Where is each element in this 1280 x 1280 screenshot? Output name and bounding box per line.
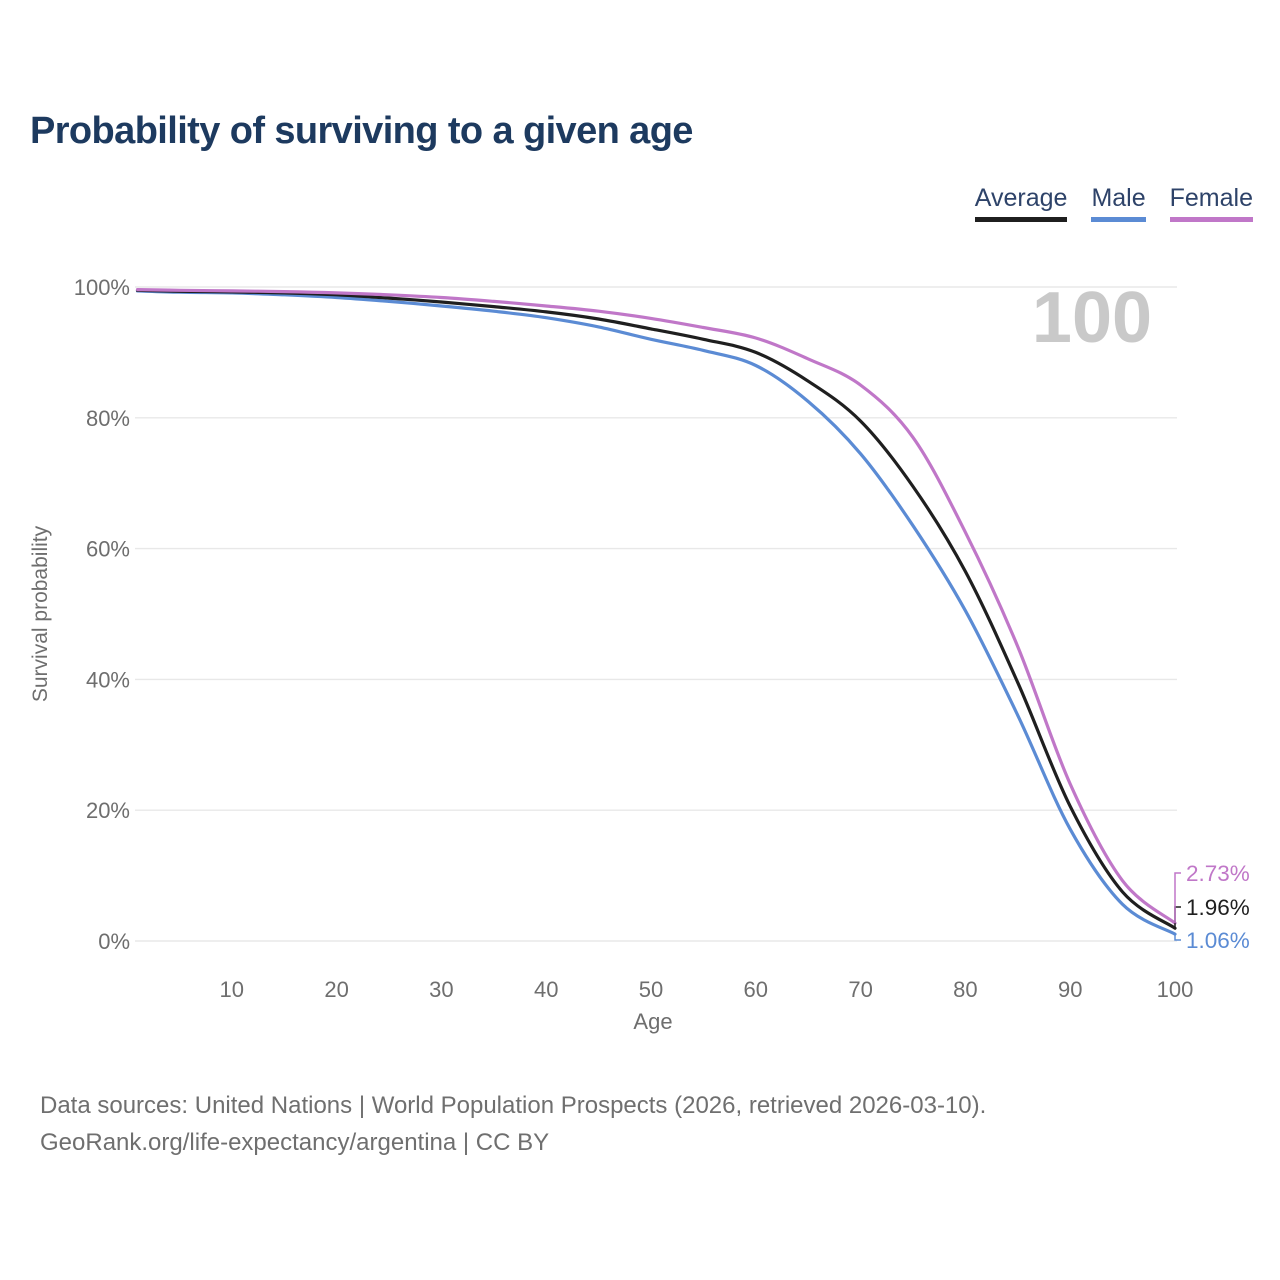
legend-underline-male <box>1091 217 1146 222</box>
x-axis-tick-label-90: 90 <box>1058 977 1082 1002</box>
series-line-male[interactable] <box>135 289 1177 936</box>
x-axis-title: Age <box>633 1009 672 1034</box>
x-axis-tick-label-20: 20 <box>324 977 348 1002</box>
x-axis-tick-label-70: 70 <box>848 977 872 1002</box>
y-axis-title: Survival probability <box>29 525 52 702</box>
y-axis-tick-label-60: 60% <box>86 537 130 562</box>
y-axis-tick-label-0: 0% <box>98 929 130 954</box>
legend-label-female: Female <box>1169 184 1253 212</box>
end-label-leader-male <box>1174 934 1181 941</box>
legend-label-average: Average <box>974 184 1068 212</box>
chart-title: Probability of surviving to a given age <box>30 110 693 152</box>
legend-item-male[interactable]: Male <box>1091 184 1146 222</box>
x-axis-tick-label-60: 60 <box>744 977 768 1002</box>
y-axis-tick-label-80: 80% <box>86 406 130 431</box>
y-axis-tick-label-40: 40% <box>86 667 130 692</box>
end-value-label-female: 2.73% <box>1186 861 1250 886</box>
legend: Average Male Female <box>974 184 1253 222</box>
end-value-label-male: 1.06% <box>1186 928 1250 953</box>
end-value-label-average: 1.96% <box>1186 895 1250 920</box>
legend-label-male: Male <box>1091 184 1146 212</box>
x-axis-tick-label-30: 30 <box>429 977 453 1002</box>
x-axis-tick-label-100: 100 <box>1157 977 1194 1002</box>
x-axis-tick-label-50: 50 <box>639 977 663 1002</box>
x-axis-tick-label-80: 80 <box>953 977 977 1002</box>
x-axis-tick-label-10: 10 <box>220 977 244 1002</box>
legend-underline-average <box>974 217 1068 222</box>
end-label-leader-average <box>1174 906 1181 929</box>
legend-item-female[interactable]: Female <box>1169 184 1253 222</box>
data-source-note: Data sources: United Nations | World Pop… <box>40 1087 986 1161</box>
data-source-line-2: GeoRank.org/life-expectancy/argentina | … <box>40 1129 550 1156</box>
legend-underline-female <box>1169 217 1253 222</box>
y-axis-tick-label-20: 20% <box>86 798 130 823</box>
watermark-year-text: 100 <box>1032 278 1152 358</box>
end-label-leader-female <box>1174 872 1181 924</box>
legend-item-average[interactable]: Average <box>974 184 1068 222</box>
data-source-line-1: Data sources: United Nations | World Pop… <box>40 1092 987 1119</box>
x-axis-tick-label-40: 40 <box>534 977 558 1002</box>
y-axis-tick-label-100: 100% <box>74 275 130 300</box>
series-line-average[interactable] <box>135 288 1177 930</box>
series-line-female[interactable] <box>135 288 1177 925</box>
